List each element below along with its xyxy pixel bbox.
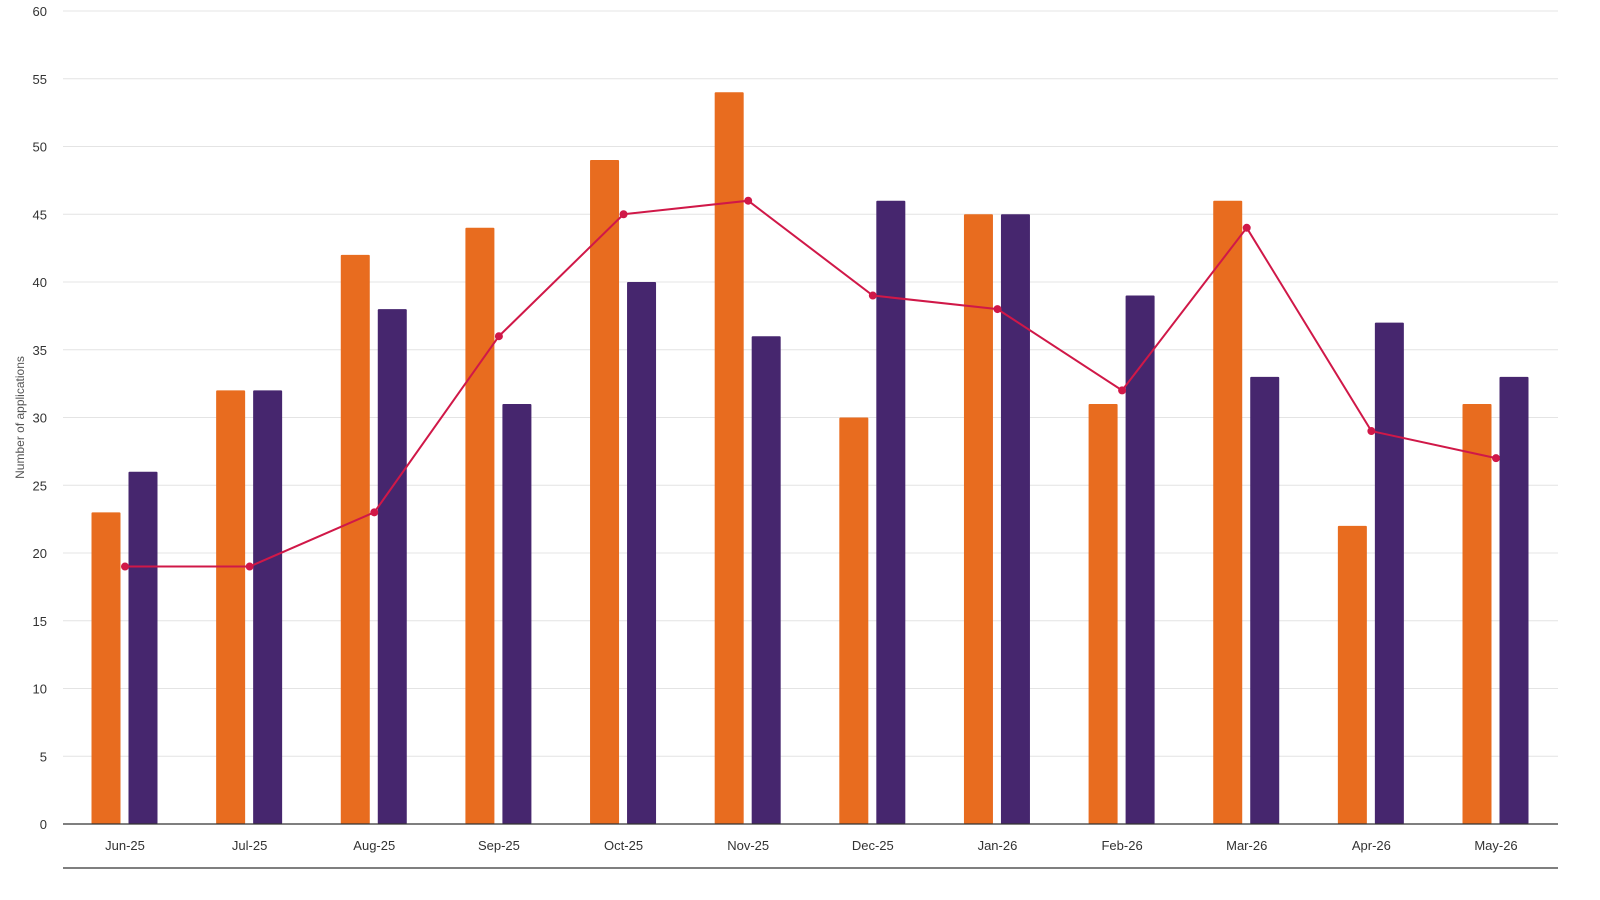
bar <box>253 390 283 824</box>
x-tick-label: Jul-25 <box>232 838 267 853</box>
line-point <box>619 210 628 219</box>
bar <box>590 160 620 825</box>
y-tick-label: 35 <box>33 343 47 358</box>
line-point <box>494 332 503 341</box>
y-tick-label: 5 <box>40 749 47 764</box>
x-axis-ticks: Jun-25 Jul-25 Aug-25 Sep-25 Oct-25 Nov-25 Dec-… <box>105 838 1518 853</box>
x-tick-label: Feb-26 <box>1101 838 1142 853</box>
bar <box>1088 403 1118 824</box>
bar <box>465 227 495 825</box>
line-point <box>1492 454 1500 463</box>
trend-line <box>121 196 1500 571</box>
y-tick-label: 45 <box>33 207 47 222</box>
line-point <box>993 305 1002 314</box>
x-tick-label: May-26 <box>1474 838 1517 853</box>
y-tick-label: 40 <box>33 275 47 290</box>
bar <box>216 390 246 824</box>
x-tick-label: Nov-25 <box>727 838 769 853</box>
x-tick-label: Sep-25 <box>478 838 520 853</box>
x-tick-label: Oct-25 <box>604 838 643 853</box>
line-point <box>1118 386 1127 395</box>
line-series <box>125 199 1497 568</box>
bar <box>963 214 993 824</box>
bar <box>876 200 906 824</box>
line-point <box>1242 223 1251 232</box>
y-axis-title: Number of applications <box>13 356 27 479</box>
bar <box>1250 376 1280 824</box>
bar <box>1499 376 1529 824</box>
line-point <box>1367 427 1376 436</box>
x-tick-label: Jan-26 <box>978 838 1018 853</box>
y-tick-label: 30 <box>33 411 47 426</box>
bar <box>1462 403 1492 824</box>
bar <box>751 336 781 824</box>
y-tick-label: 10 <box>33 682 47 697</box>
bar <box>714 92 744 825</box>
line-point <box>868 291 877 300</box>
y-axis-ticks: 0 5 10 15 20 25 30 35 40 45 50 55 60 <box>33 4 47 832</box>
bar <box>1337 525 1367 824</box>
bar <box>839 417 869 824</box>
line-point <box>744 196 753 205</box>
line-point <box>245 562 254 571</box>
line-point <box>121 562 129 571</box>
bar <box>91 512 121 824</box>
bar <box>1374 322 1404 824</box>
bar <box>1125 295 1155 824</box>
grid-lines <box>63 10 1558 757</box>
y-tick-label: 60 <box>33 4 47 19</box>
y-tick-label: 0 <box>40 817 47 832</box>
y-tick-label: 55 <box>33 72 47 87</box>
bar <box>627 282 657 824</box>
bar <box>128 471 158 824</box>
bar <box>1000 214 1030 824</box>
y-tick-label: 25 <box>33 478 47 493</box>
line-point <box>370 508 379 517</box>
bar <box>340 254 370 824</box>
x-tick-label: Dec-25 <box>852 838 894 853</box>
x-tick-label: Mar-26 <box>1226 838 1267 853</box>
y-tick-label: 50 <box>33 140 47 155</box>
x-tick-label: Jun-25 <box>105 838 145 853</box>
x-tick-label: Aug-25 <box>353 838 395 853</box>
y-tick-label: 15 <box>33 614 47 629</box>
bar <box>502 403 532 824</box>
y-tick-label: 20 <box>33 546 47 561</box>
bar <box>1213 200 1243 824</box>
bars <box>91 92 1529 825</box>
bar <box>377 309 407 825</box>
x-tick-label: Apr-26 <box>1352 838 1391 853</box>
